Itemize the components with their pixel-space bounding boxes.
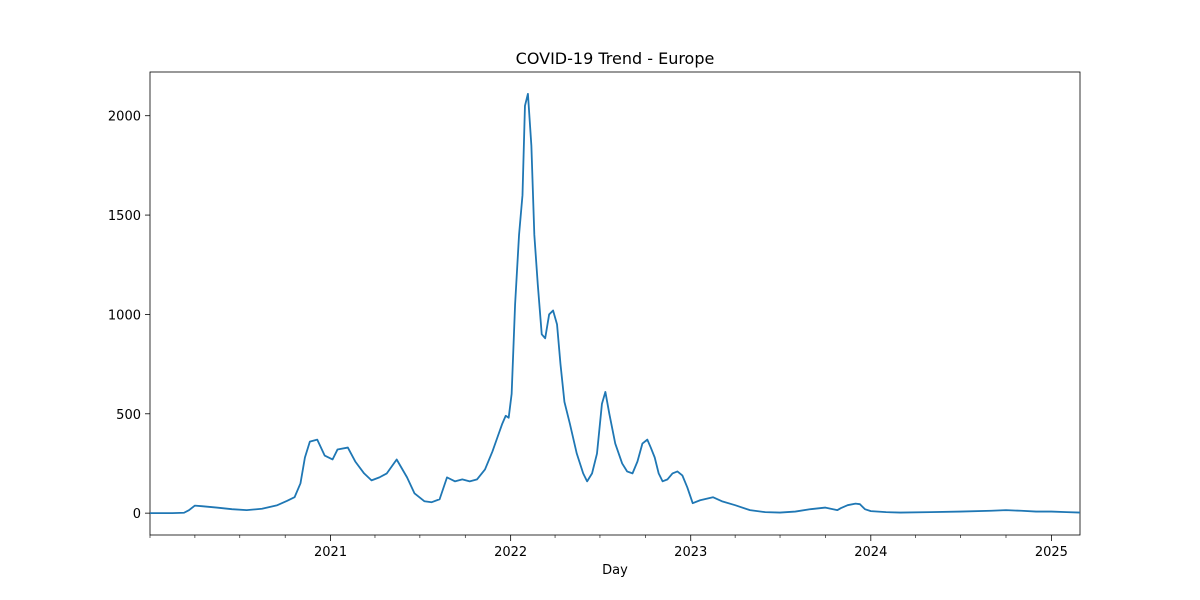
y-tick-label: 500 xyxy=(116,408,141,423)
x-tick-label: 2023 xyxy=(674,545,707,560)
y-axis: 0 500 1000 1500 2000 xyxy=(108,110,150,522)
series-line-0 xyxy=(150,92,1081,515)
y-tick-label: 2000 xyxy=(108,110,141,125)
x-axis: 2021 2022 2023 2024 2025 xyxy=(149,535,1068,560)
plot-frame xyxy=(149,71,1081,536)
plot-area xyxy=(149,71,1081,536)
x-axis-label: Day xyxy=(602,563,628,578)
x-tick-label: 2025 xyxy=(1035,545,1068,560)
chart-title: COVID-19 Trend - Europe xyxy=(516,49,715,68)
y-tick-label: 1500 xyxy=(108,209,141,224)
x-tick-label: 2021 xyxy=(314,545,347,560)
y-tick-label: 0 xyxy=(133,507,141,522)
y-tick-label: 1000 xyxy=(108,308,141,323)
x-tick-label: 2024 xyxy=(854,545,887,560)
x-tick-label: 2022 xyxy=(494,545,527,560)
